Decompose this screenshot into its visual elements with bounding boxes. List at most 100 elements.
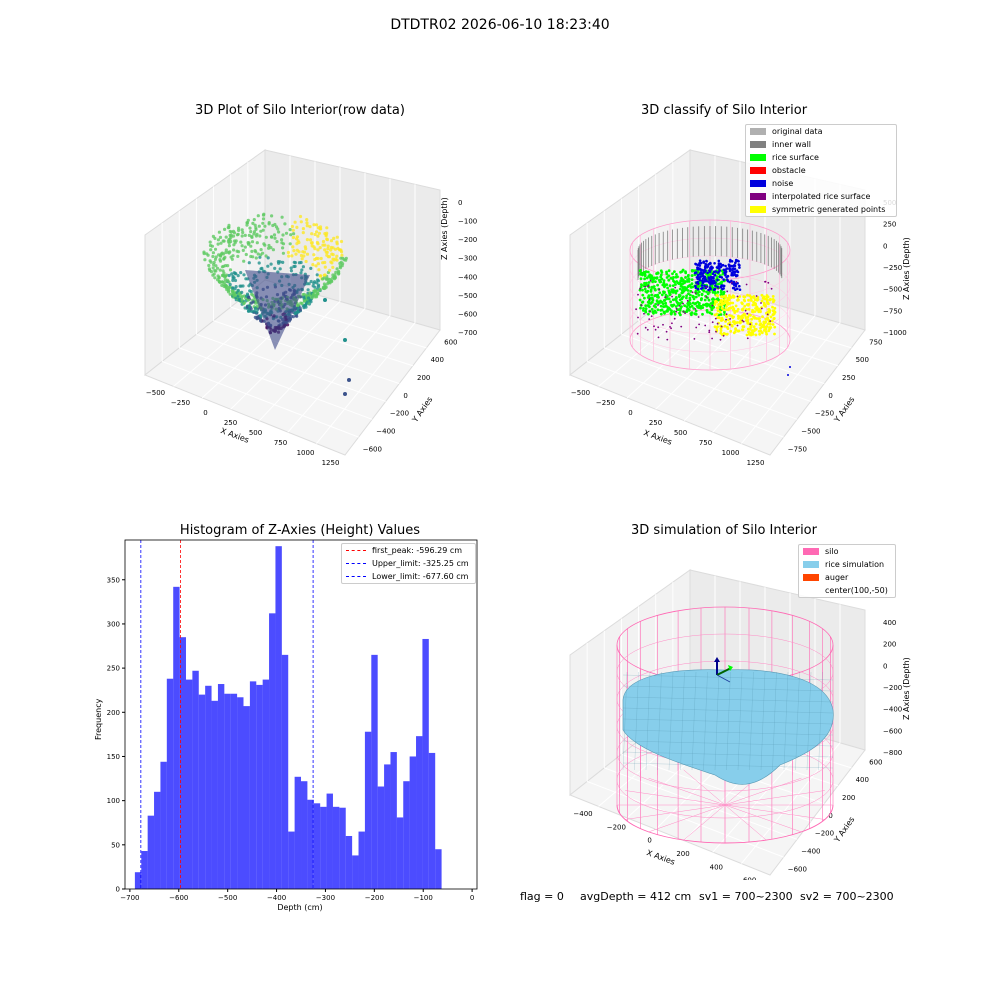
data-point <box>242 259 246 263</box>
interpolated-point <box>719 338 722 341</box>
interpolated-point <box>646 328 649 331</box>
data-point <box>257 261 261 265</box>
panel4-title: 3D simulation of Silo Interior <box>631 523 817 538</box>
data-point <box>313 280 317 284</box>
interpolated-point <box>711 337 713 340</box>
data-point <box>261 221 265 225</box>
x-tick-label: 0 <box>470 894 474 902</box>
rice-surface-point <box>687 284 691 288</box>
silo-wire <box>625 790 726 806</box>
rice-surface-point <box>674 305 678 308</box>
data-point <box>236 274 240 278</box>
interpolated-point <box>736 324 739 327</box>
symmetric-point <box>742 313 746 317</box>
noise-point <box>728 265 731 268</box>
data-point <box>229 255 233 259</box>
rice-surface-point <box>642 309 645 312</box>
auger-axis <box>716 667 732 676</box>
histogram-bar <box>217 684 225 889</box>
rice-surface-point <box>638 298 642 302</box>
symmetric-point <box>767 308 770 311</box>
noise-point <box>696 273 700 277</box>
silo-wire <box>648 804 726 833</box>
data-point <box>253 223 257 227</box>
symmetric-point <box>746 303 749 307</box>
interpolated-point <box>746 312 749 315</box>
rice-surface-point <box>659 304 663 308</box>
data-point <box>316 279 321 283</box>
data-point <box>303 299 307 303</box>
data-point <box>261 251 265 255</box>
interpolated-point <box>643 312 645 315</box>
data-point <box>294 311 298 315</box>
silo-wire <box>683 769 726 806</box>
silo-wire <box>724 804 825 820</box>
interpolated-point <box>749 323 752 326</box>
rice-surface-point <box>672 310 676 313</box>
data-point <box>244 252 248 257</box>
data-point <box>281 233 285 237</box>
data-point <box>249 307 253 311</box>
data-point <box>270 235 274 239</box>
data-point <box>287 254 291 258</box>
data-point <box>316 242 320 246</box>
noise-point <box>725 267 729 270</box>
y-tick-label: 400 <box>856 776 869 784</box>
rice-surface-point <box>710 308 714 312</box>
rice-surface-point <box>690 304 694 308</box>
data-point <box>316 234 320 238</box>
x-tick-label: −500 <box>571 389 590 397</box>
silo-wire <box>724 804 767 841</box>
rice-surface-point <box>689 289 693 293</box>
legend-label: auger <box>825 573 849 582</box>
noise-point <box>726 278 729 282</box>
silo-wire <box>724 804 802 833</box>
legend-swatch <box>803 548 819 555</box>
data-point <box>243 245 247 249</box>
surface-mesh <box>806 671 812 771</box>
data-point <box>231 278 235 282</box>
histogram-bar <box>345 835 353 889</box>
histogram-bar <box>275 546 282 889</box>
legend-item-rice-surface: rice surface <box>746 151 896 164</box>
symmetric-point <box>766 322 770 326</box>
legend-swatch <box>803 561 819 568</box>
legend-label: noise <box>772 179 794 188</box>
data-point <box>329 239 334 243</box>
rice-surface-point <box>659 312 663 316</box>
data-point <box>231 234 236 238</box>
rice-surface-point <box>676 275 679 279</box>
surface-mesh <box>622 762 834 769</box>
data-point <box>275 240 279 244</box>
histogram-bar <box>192 670 199 889</box>
data-point <box>219 241 223 245</box>
x-tick-label: 1000 <box>297 449 315 457</box>
data-point <box>208 243 213 248</box>
data-point <box>215 266 220 270</box>
data-point <box>318 246 322 250</box>
symmetric-point <box>764 328 768 331</box>
symmetric-point <box>731 320 735 324</box>
rice-surface-point <box>644 309 648 313</box>
symmetric-point <box>713 303 717 306</box>
grid-line <box>712 315 816 433</box>
data-point <box>321 277 325 281</box>
z-tick-label: −700 <box>458 329 477 337</box>
symmetric-point <box>722 302 726 305</box>
noise-point <box>738 288 742 291</box>
grid-line <box>316 322 416 444</box>
rice-surface-point <box>705 290 708 294</box>
rice-surface-point <box>687 292 690 296</box>
symmetric-point <box>752 325 756 329</box>
interpolated-point <box>657 336 660 339</box>
interpolated-point <box>691 291 694 294</box>
legend-line <box>346 563 366 564</box>
legend-item-rice-simulation: rice simulation <box>799 558 895 571</box>
data-point <box>239 271 243 275</box>
silo-wire <box>625 804 726 820</box>
data-point <box>254 226 258 230</box>
data-point <box>243 233 247 237</box>
rice-surface-point <box>646 270 650 274</box>
x-tick-label: 500 <box>674 429 687 437</box>
symmetric-point <box>746 321 750 325</box>
